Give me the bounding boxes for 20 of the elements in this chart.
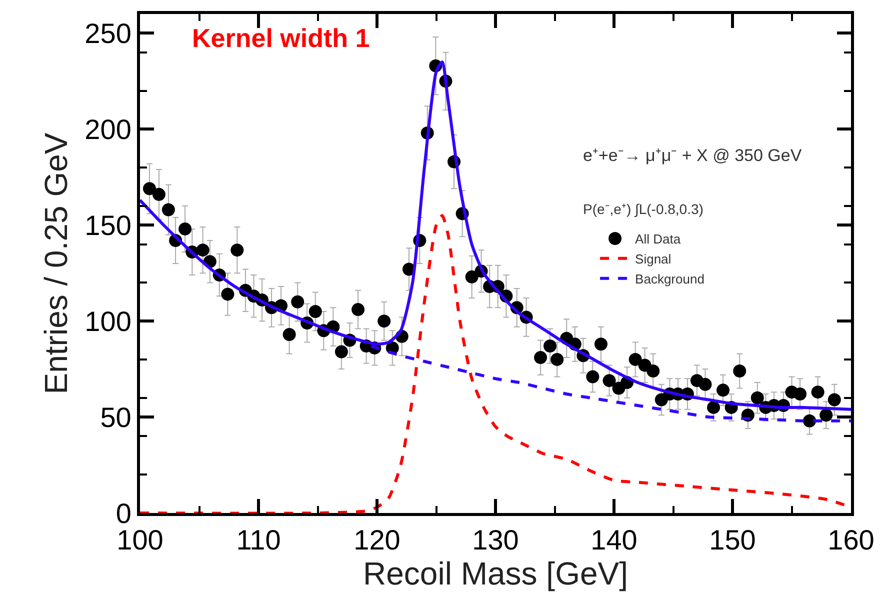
x-tick-label: 110 xyxy=(236,524,281,556)
legend-label: Background xyxy=(635,271,704,286)
y-tick-label: 100 xyxy=(84,306,132,337)
annotation: Kernel width 1 xyxy=(192,23,370,53)
annotation: P(e⁻,e⁺) ∫L(-0.8,0.3) xyxy=(583,201,704,217)
y-axis-title: Entries / 0.25 GeV xyxy=(38,132,74,394)
legend-label: Signal xyxy=(635,252,672,266)
y-tick-label: 150 xyxy=(84,210,132,241)
y-tick-label: 50 xyxy=(100,402,132,433)
y-tick-label: 200 xyxy=(84,114,132,145)
y-tick-label: 0 xyxy=(116,498,132,529)
x-tick-label: 140 xyxy=(590,524,638,556)
x-tick-label: 120 xyxy=(354,524,400,556)
x-tick-label: 160 xyxy=(828,524,874,556)
x-tick-label: 130 xyxy=(472,524,519,556)
legend-label: All Data xyxy=(635,232,682,247)
x-tick-label: 150 xyxy=(709,524,756,556)
annotation: e⁺+e⁻→ μ⁺μ⁻ + X @ 350 GeV xyxy=(583,146,802,165)
y-tick-label: 250 xyxy=(84,18,132,49)
x-axis-title: Recoil Mass [GeV] xyxy=(363,556,628,592)
